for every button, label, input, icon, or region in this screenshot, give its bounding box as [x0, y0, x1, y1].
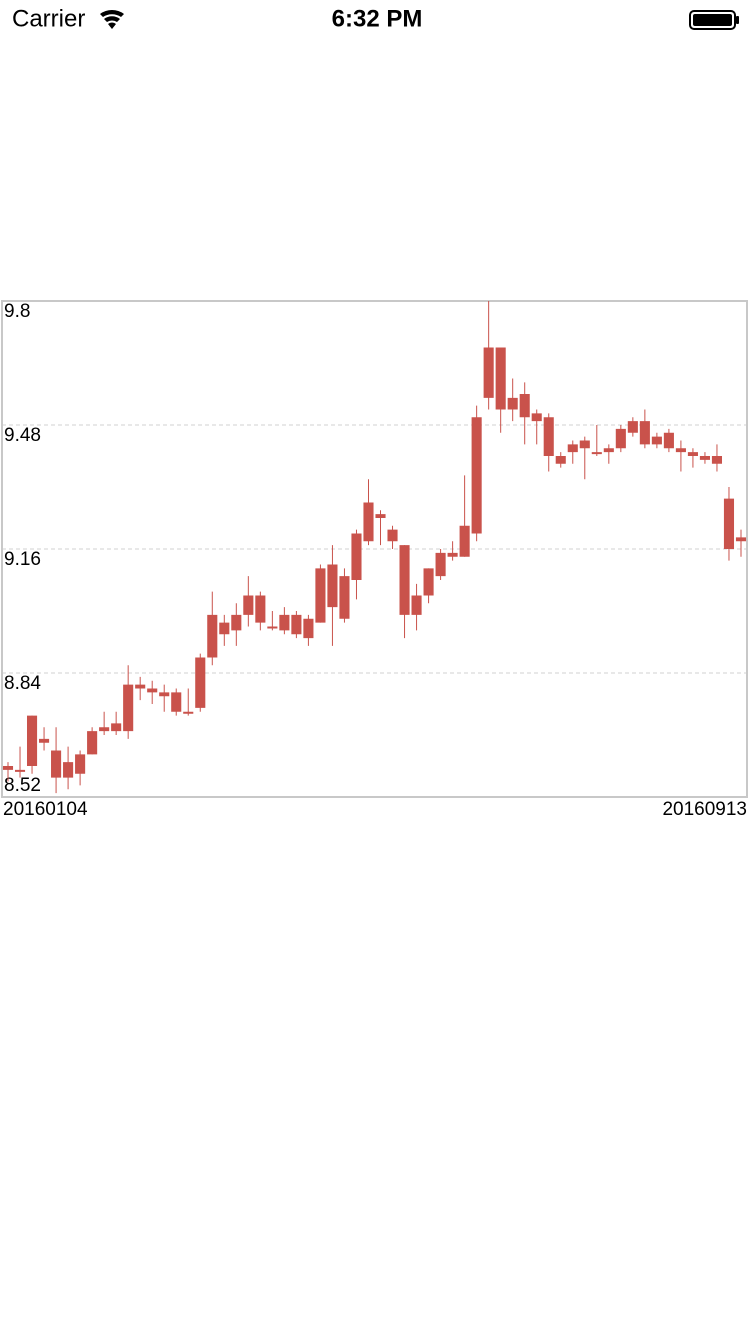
candle-body: [111, 723, 122, 732]
candle-body: [387, 529, 398, 542]
candle-body: [183, 711, 194, 714]
wifi-icon: [100, 9, 124, 29]
candle-body: [267, 626, 278, 629]
candle-body: [423, 568, 434, 596]
candle-body: [231, 614, 242, 631]
candle-body: [363, 502, 374, 542]
candle-body: [14, 769, 26, 772]
candle-body: [375, 514, 386, 518]
candle-body: [531, 413, 542, 422]
candle-body: [675, 448, 686, 453]
candle-body: [627, 421, 638, 433]
candle-body: [159, 692, 170, 697]
candle-body: [723, 498, 735, 549]
candle-body: [351, 533, 362, 580]
clock: 6:32 PM: [332, 5, 423, 32]
candle-body: [567, 444, 578, 453]
y-tick-label: 9.48: [4, 425, 41, 446]
candle-body: [471, 417, 482, 534]
candle-body: [195, 657, 206, 708]
y-tick-label: 8.84: [4, 673, 41, 694]
chart: 9.8 9.48 9.16 8.84 8.52 20160104 20160913: [1, 300, 748, 820]
candle-body: [411, 595, 422, 615]
candle-body: [171, 692, 182, 712]
candle-body: [699, 456, 710, 460]
candle-body: [207, 614, 218, 658]
candle-body: [51, 750, 62, 778]
candle-body: [459, 525, 470, 557]
candle-body: [663, 432, 674, 449]
candle-body: [399, 545, 410, 615]
plot-border: [1, 300, 748, 798]
candle-body: [26, 715, 38, 766]
candle-body: [591, 452, 602, 455]
candle-body: [87, 731, 98, 755]
candle-body: [327, 564, 338, 608]
candle-body: [135, 684, 146, 689]
candle-body: [603, 448, 614, 453]
y-tick-label: 9.8: [4, 301, 30, 322]
candle-body: [615, 428, 626, 449]
candle-body: [279, 614, 290, 631]
candle-body: [315, 568, 326, 623]
candle-body: [339, 576, 350, 619]
candle-body: [651, 436, 662, 445]
candle-body: [75, 754, 86, 774]
candle-body: [579, 440, 590, 449]
x-tick-label: 20160104: [3, 799, 88, 820]
candle-body: [63, 762, 74, 778]
candle-body: [303, 618, 314, 639]
candle-body: [735, 537, 747, 542]
carrier: Carrier: [12, 5, 85, 32]
candle-body: [555, 456, 566, 464]
candle-body: [711, 456, 723, 464]
candle-body: [495, 347, 506, 410]
candle-body: [483, 347, 494, 398]
candle-body: [2, 766, 14, 770]
candle-body: [639, 421, 650, 445]
candle-body: [219, 622, 230, 635]
candle-body: [255, 595, 266, 623]
candle-body: [447, 552, 458, 557]
candle-body: [147, 688, 158, 693]
candle-body: [519, 394, 530, 418]
candle-body: [243, 595, 254, 615]
candle-body: [99, 727, 110, 732]
candle-body: [123, 684, 134, 732]
x-tick-label: 20160913: [662, 799, 747, 820]
y-tick-label: 8.52: [4, 775, 41, 796]
battery-icon: [689, 10, 739, 30]
candle-body: [291, 614, 302, 635]
candle-body: [543, 417, 554, 456]
y-tick-label: 9.16: [4, 549, 41, 570]
candle-body: [435, 552, 446, 577]
candle-body: [39, 738, 50, 743]
candle-body: [687, 452, 698, 456]
candle-body: [507, 397, 518, 410]
